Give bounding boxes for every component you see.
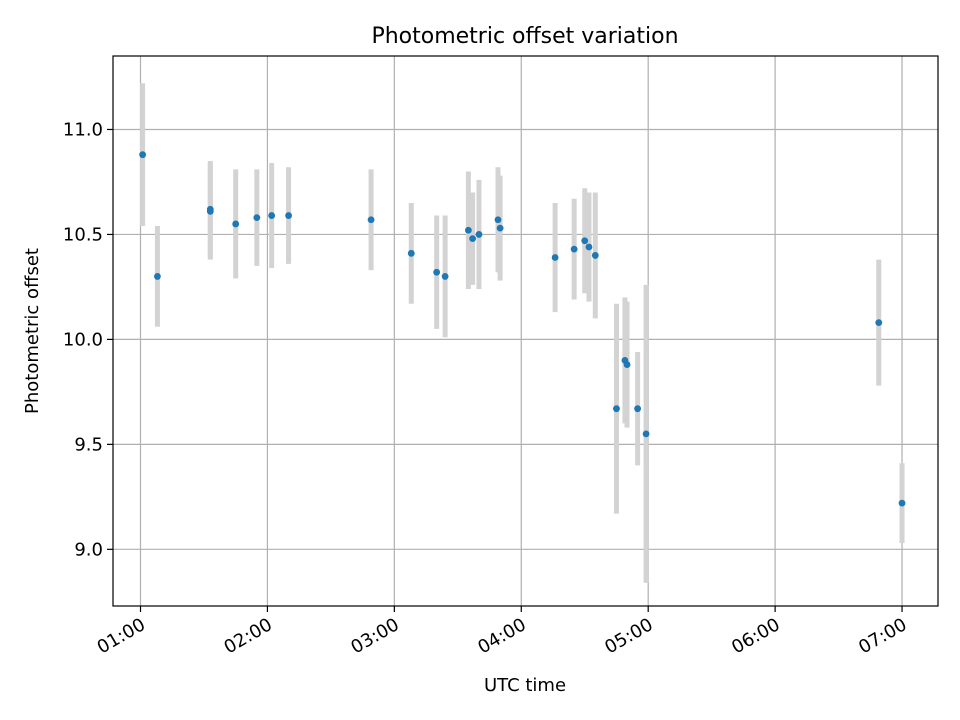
data-point [585, 243, 593, 251]
x-axis-label: UTC time [484, 675, 566, 696]
data-point [623, 361, 631, 368]
data-point [367, 216, 375, 224]
y-tick-label: 11.0 [63, 119, 103, 140]
data-point [570, 245, 578, 253]
y-tick-label: 10.5 [63, 224, 103, 245]
data-point [464, 226, 472, 234]
data-point [591, 252, 599, 259]
data-point [253, 214, 261, 222]
data-point [642, 430, 650, 438]
data-point [634, 405, 642, 413]
data-point [268, 212, 276, 219]
y-tick-label: 9.5 [74, 434, 103, 455]
grid [113, 56, 938, 606]
data-point [206, 207, 214, 215]
data-point [407, 249, 415, 257]
chart-title: Photometric offset variation [371, 24, 678, 49]
data-point [285, 212, 292, 219]
plot-frame [112, 55, 939, 607]
data-point [441, 273, 449, 280]
data-point [433, 268, 441, 276]
data-point [139, 151, 147, 159]
data-points [139, 151, 906, 507]
data-point [875, 319, 883, 327]
data-point [581, 237, 589, 245]
data-point [551, 254, 559, 261]
y-axis-label: Photometric offset [22, 248, 43, 414]
y-tick-label: 9.0 [74, 539, 103, 560]
data-point [613, 405, 620, 413]
data-point [154, 273, 161, 280]
data-point [496, 224, 504, 232]
data-point [469, 235, 477, 243]
y-tick-label: 10.0 [63, 329, 103, 350]
data-point [494, 216, 502, 224]
data-point [898, 499, 906, 507]
data-point [475, 231, 483, 238]
data-point [232, 220, 240, 228]
